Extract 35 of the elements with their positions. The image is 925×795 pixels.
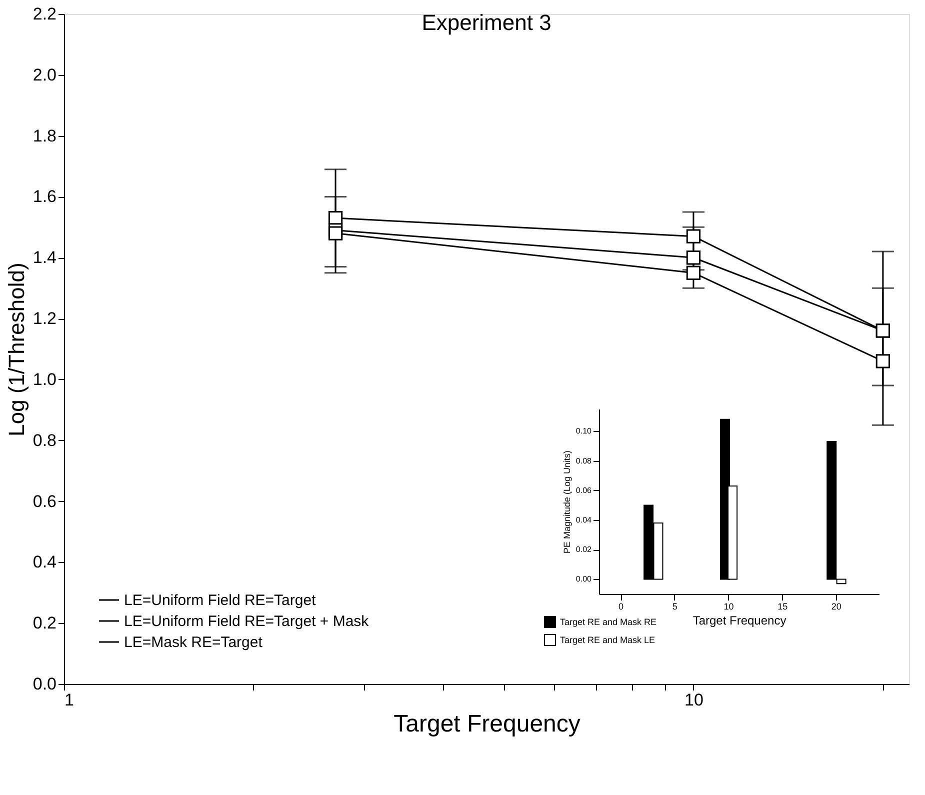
x-axis-title: Target Frequency <box>692 614 786 628</box>
y-tick-label: 1.0 <box>32 370 56 389</box>
y-tick-label: 2.2 <box>32 4 56 24</box>
legend-label: Target RE and Mask LE <box>560 635 656 645</box>
y-tick-label: 2.0 <box>32 65 56 84</box>
y-tick-label: 0.00 <box>576 574 592 584</box>
y-axis-title: Log (1/Threshold) <box>4 262 29 436</box>
x-tick-label: 10 <box>724 602 734 612</box>
y-tick-label: 1.2 <box>32 309 56 328</box>
y-tick-label: 0.6 <box>32 492 56 511</box>
chart-title: Experiment 3 <box>422 10 552 35</box>
x-tick-label: 20 <box>831 602 842 612</box>
legend-label: LE=Uniform Field RE=Target <box>124 592 317 609</box>
y-tick-label: 1.6 <box>32 187 56 206</box>
x-tick-label: 5 <box>672 602 678 612</box>
y-tick-label: 0.02 <box>576 545 592 554</box>
y-tick-label: 0.4 <box>32 552 56 572</box>
legend-label: LE=Uniform Field RE=Target + Mask <box>124 613 370 630</box>
y-tick-label: 1.4 <box>32 248 56 268</box>
x-tick-label: 1 <box>64 690 74 710</box>
x-tick-label: 0 <box>618 602 624 612</box>
legend-label: LE=Mask RE=Target <box>124 634 264 651</box>
y-tick-label: 0.8 <box>32 430 56 450</box>
y-tick-label: 0.04 <box>576 516 592 524</box>
x-tick-label: 10 <box>684 690 704 710</box>
x-axis-title: Target Frequency <box>394 710 580 738</box>
y-tick-label: 0.2 <box>32 614 56 633</box>
y-tick-label: 1.8 <box>32 126 56 146</box>
y-tick-label: 0.0 <box>32 674 56 694</box>
y-tick-label: 0.08 <box>576 456 592 466</box>
legend-label: Target RE and Mask RE <box>560 617 657 627</box>
y-tick-label: 0.06 <box>576 486 592 495</box>
y-tick-label: 0.10 <box>576 426 592 436</box>
x-tick-label: 15 <box>778 602 788 612</box>
y-axis-title: PE Magnitude (Log Units) <box>562 450 572 554</box>
